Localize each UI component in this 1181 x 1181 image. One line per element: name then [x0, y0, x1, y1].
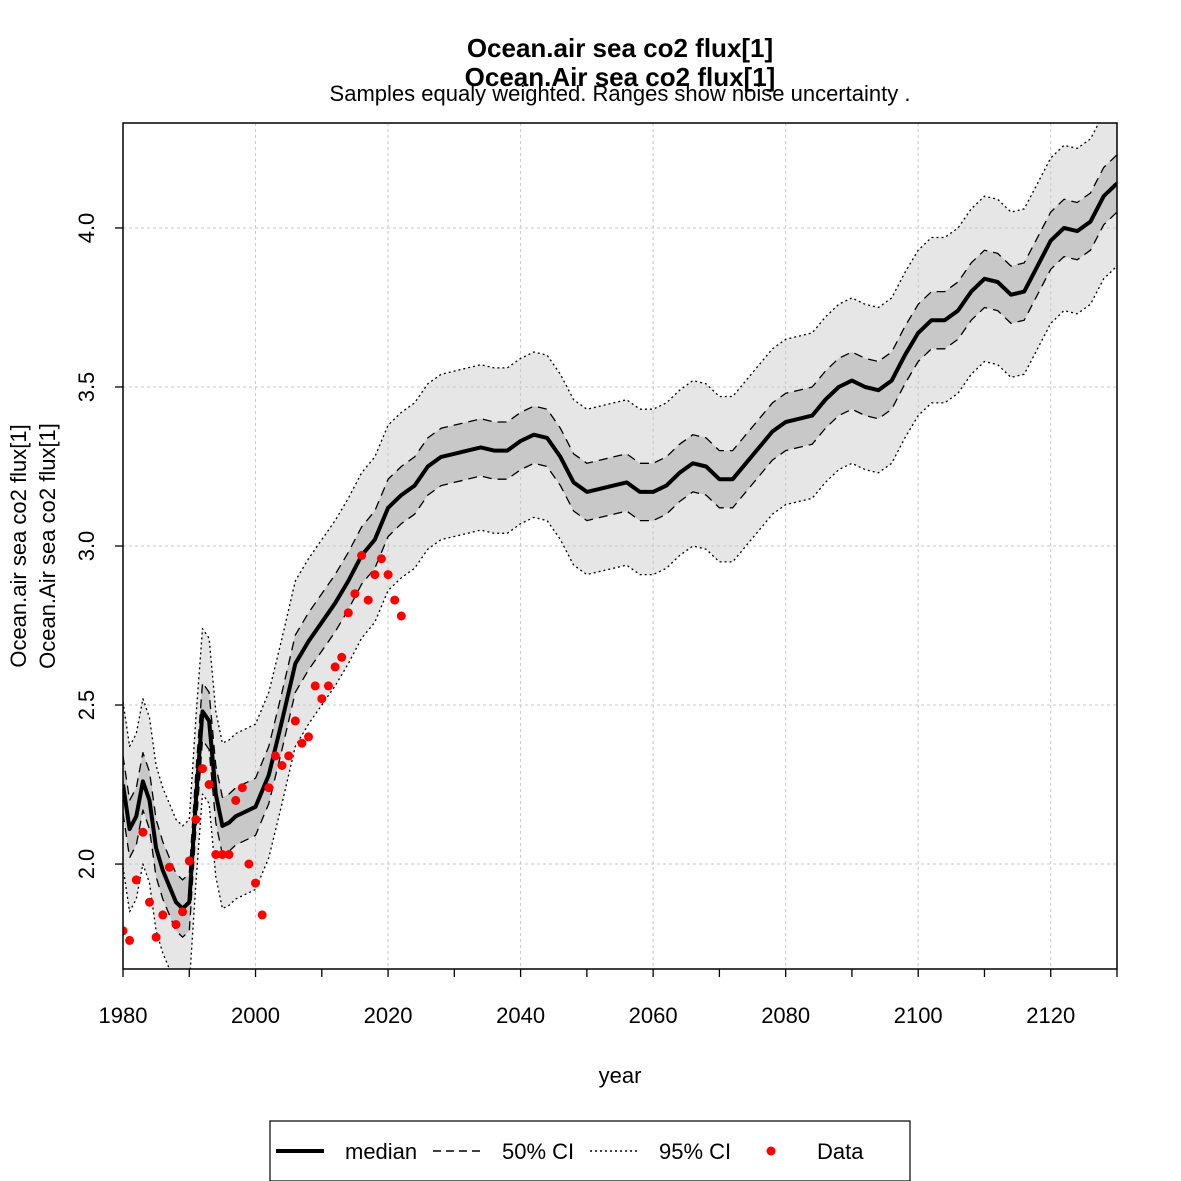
y-tick-label: 2.0 — [74, 849, 99, 880]
y-axis-label: Ocean.air sea co2 flux[1] — [6, 424, 31, 667]
data-point — [171, 920, 181, 929]
data-point — [198, 764, 207, 774]
lines-layer — [123, 123, 1117, 969]
data-point — [277, 761, 287, 770]
x-tick-label: 2120 — [1026, 1003, 1075, 1028]
chart-subtitle: Samples equaly weighted. Ranges show noi… — [330, 81, 911, 106]
data-point — [350, 589, 360, 599]
data-point — [178, 907, 188, 917]
data-point — [310, 681, 320, 691]
ci50-lower-line — [123, 211, 1117, 938]
data-point — [251, 878, 260, 888]
data-point — [138, 827, 148, 837]
legend-label-ci50: 50% CI — [502, 1139, 574, 1164]
data-point — [244, 859, 254, 869]
data-point — [257, 910, 267, 920]
data-point — [390, 595, 400, 605]
data-point — [191, 815, 201, 824]
y-tick-label: 2.5 — [74, 690, 99, 721]
data-point — [370, 570, 380, 580]
data-point — [317, 694, 327, 704]
x-tick-label: 2040 — [496, 1003, 545, 1028]
data-point — [383, 570, 393, 580]
data-point — [297, 738, 307, 748]
data-point — [231, 795, 241, 805]
legend-label-median: median — [345, 1139, 417, 1164]
data-point — [337, 652, 347, 662]
x-tick-label: 1980 — [99, 1003, 148, 1028]
x-axis-label: year — [599, 1063, 642, 1088]
data-point — [204, 780, 214, 789]
legend: median 50% CI 95% CI Data — [269, 1120, 911, 1181]
legend-label-ci95: 95% CI — [659, 1139, 731, 1164]
data-point — [396, 611, 406, 621]
ci95-band — [123, 123, 1117, 969]
chart-title: Ocean.air sea co2 flux[1] — [467, 33, 773, 63]
data-point — [145, 897, 154, 907]
ci95-band-layer — [123, 123, 1117, 969]
data-point — [323, 681, 333, 691]
median-line — [123, 181, 1117, 911]
data-point — [158, 910, 168, 920]
y-tick-label: 3.0 — [74, 531, 99, 562]
chart-title-2: Ocean.Air sea co2 flux[1] — [465, 62, 776, 92]
data-point — [270, 751, 280, 761]
data-point — [125, 935, 135, 945]
x-tick-label: 2100 — [894, 1003, 943, 1028]
ci95-upper-line — [123, 123, 1100, 827]
data-point — [224, 850, 234, 859]
data-point — [357, 551, 367, 560]
x-tick-label: 2060 — [629, 1003, 678, 1028]
y-tick-label: 3.5 — [74, 372, 99, 403]
data-point — [131, 875, 141, 885]
data-point — [237, 783, 247, 793]
y-axis-label-2: Ocean.Air sea co2 flux[1] — [35, 423, 60, 669]
x-tick-label: 2020 — [364, 1003, 413, 1028]
data-point — [376, 554, 386, 564]
data-point — [290, 716, 300, 726]
data-point — [151, 932, 161, 942]
data-point — [363, 595, 373, 605]
y-axis: 2.0 2.5 3.0 3.5 4.0 — [74, 213, 123, 880]
grid-layer — [122, 123, 1117, 969]
data-point — [164, 862, 174, 872]
legend-data-swatch — [766, 1146, 776, 1156]
ci50-upper-line — [123, 154, 1117, 881]
data-point — [264, 783, 274, 793]
data-point — [343, 608, 353, 618]
data-point — [330, 662, 340, 672]
data-point — [217, 850, 227, 859]
data-point — [284, 751, 294, 761]
x-tick-label: 2000 — [231, 1003, 280, 1028]
x-tick-label: 2080 — [761, 1003, 810, 1028]
x-axis: 1980 2000 2020 2040 2060 2080 2100 2120 — [99, 969, 1118, 1028]
legend-label-data: Data — [817, 1139, 864, 1164]
data-point — [304, 732, 313, 742]
data-point — [184, 856, 194, 866]
y-tick-label: 4.0 — [74, 213, 99, 244]
data-point — [123, 926, 128, 936]
points-layer — [123, 551, 406, 945]
ci95-lower-line — [123, 265, 1117, 969]
data-point — [211, 850, 221, 859]
